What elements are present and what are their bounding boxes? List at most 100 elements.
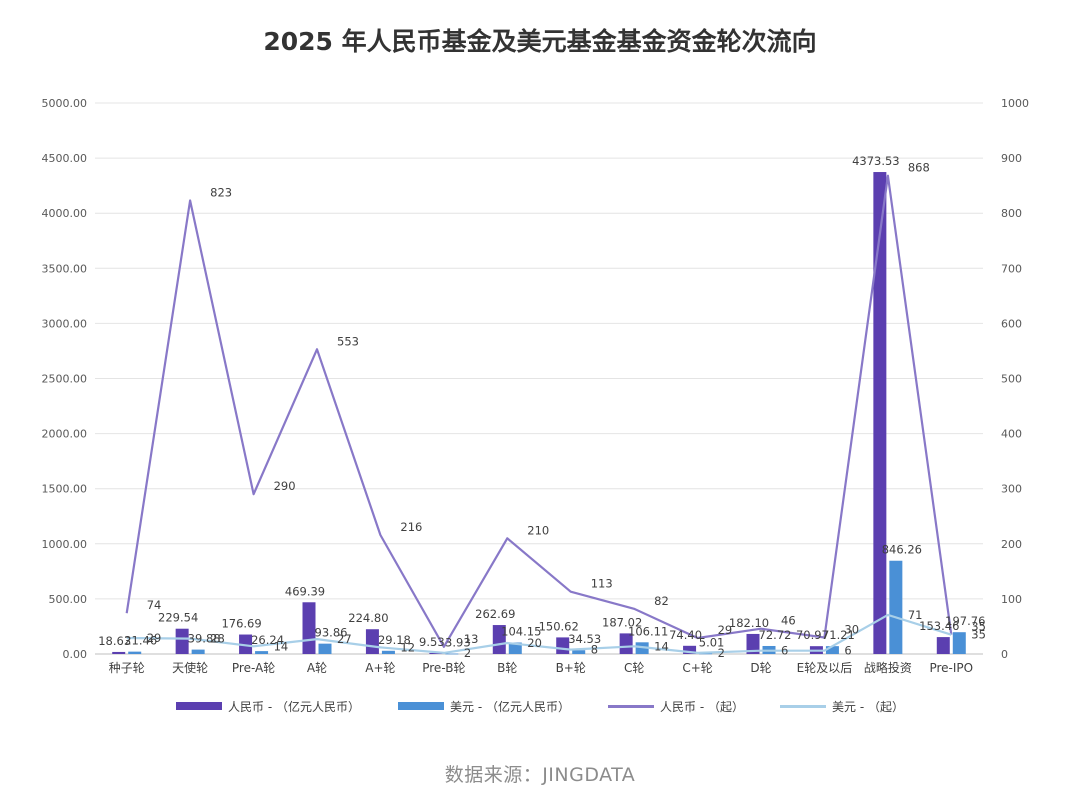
data-label-rmb-count: 13 [464,632,479,646]
bar-usd-amount [128,651,142,654]
y-right-tick-label: 700 [1001,262,1022,275]
chart-legend: 人民币 - （亿元人民币） 美元 - （亿元人民币） 人民币 - （起） 美元 … [0,696,1080,716]
data-label-usd-count: 6 [781,644,788,658]
data-label-rmb-amount: 262.69 [475,607,515,621]
data-label-usd-count: 6 [844,644,851,658]
bar-rmb-amount [746,633,760,654]
bar-usd-amount [445,653,459,655]
legend-label-usd-count: 美元 - （起） [832,699,904,714]
data-label-rmb-amount: 224.80 [348,611,388,625]
y-left-tick-label: 2500.00 [42,373,88,386]
y-left-tick-label: 1000.00 [42,538,88,551]
chart-plot-area: 0.00 500.00 1000.00 1500.00 2000.00 2500.00 30… [42,97,1030,675]
x-category-label: C轮 [624,661,644,675]
data-label-rmb-count: 30 [844,622,859,636]
bar-usd-amount [572,650,586,654]
bar-usd-amount [191,649,205,654]
data-label-usd-count: 14 [654,639,669,653]
bar-rmb-amount [619,633,633,654]
line-rmb-count [125,174,953,648]
y-right-tick-label: 0 [1001,648,1008,661]
legend-item-usd-count: 美元 - （起） [780,696,904,716]
data-label-rmb-amount: 187.02 [602,615,642,629]
y-left-tick-label: 3500.00 [42,262,88,275]
data-label-usd-amount: 21.46 [124,634,157,648]
legend-item-rmb-count: 人民币 - （起） [608,696,744,716]
chart-title: 2025 年人民币基金及美元基金基金资金轮次流向 [263,27,817,56]
data-label-usd-count: 35 [971,628,986,642]
y-right-tick-label: 900 [1001,152,1022,165]
data-label-usd-count: 29 [147,631,162,645]
data-label-usd-count: 20 [527,636,542,650]
data-label-usd-amount: 104.15 [501,625,541,639]
data-label-usd-amount: 197.76 [945,614,985,628]
y-left-tick-label: 500.00 [49,593,88,606]
data-label-rmb-amount: 182.10 [729,616,769,630]
legend-swatch-usd-count [780,704,826,708]
y-left-tick-label: 3000.00 [42,317,88,330]
y-right-tick-label: 100 [1001,593,1022,606]
legend-label-rmb-amount: 人民币 - （亿元人民币） [228,699,360,714]
x-category-label: 战略投资 [864,660,912,675]
y-right-tick-label: 400 [1001,428,1022,441]
data-label-usd-amount: 3.93 [445,636,471,650]
y-right-tick-label: 300 [1001,483,1022,496]
data-label-rmb-amount: 70.97 [796,628,829,642]
data-label-rmb-amount: 153.46 [919,619,959,633]
bar-usd-amount [255,651,269,654]
y-right-tick-label: 800 [1001,207,1022,220]
x-category-label: Pre-IPO [929,661,973,675]
x-category-label: 天使轮 [172,660,208,675]
data-label-usd-amount: 29.18 [378,633,411,647]
legend-item-rmb-amount: 人民币 - （亿元人民币） [176,696,360,716]
y-left-tick-label: 4500.00 [42,152,88,165]
data-label-rmb-amount: 469.39 [285,584,325,598]
y-left-tick-label: 2000.00 [42,428,88,441]
bar-usd-amount [699,653,713,655]
data-label-usd-count: 71 [908,608,923,622]
legend-swatch-usd-amount [398,702,444,710]
bar-usd-amount [318,643,332,654]
x-category-label: D轮 [750,661,771,675]
bar-rmb-amount [683,645,697,654]
data-label-usd-count: 27 [337,632,352,646]
legend-label-usd-amount: 美元 - （亿元人民币） [450,699,570,714]
y-left-tick-label: 0.00 [63,648,88,661]
data-label-rmb-count: 290 [274,479,296,493]
data-label-usd-amount: 5.01 [699,635,725,649]
x-category-label: 种子轮 [109,661,145,675]
legend-label-rmb-count: 人民币 - （起） [660,699,744,714]
bar-rmb-amount [936,637,950,654]
data-label-rmb-count: 553 [337,334,359,348]
data-label-rmb-count: 113 [591,577,613,591]
data-label-rmb-count: 29 [718,623,733,637]
bar-usd-amount [825,646,839,654]
data-label-usd-amount: 71.21 [822,628,855,642]
data-label-usd-count: 14 [274,639,289,653]
x-category-label: B+轮 [556,661,586,675]
y-left-tick-label: 5000.00 [42,97,88,110]
x-category-label: Pre-B轮 [422,661,465,675]
y-right-tick-label: 200 [1001,538,1022,551]
legend-swatch-rmb-count [608,704,654,708]
legend-item-usd-amount: 美元 - （亿元人民币） [398,696,570,716]
bar-rmb-amount [429,652,443,654]
y-right-tick-label: 500 [1001,373,1022,386]
bar-rmb-amount [112,651,126,654]
y-right-tick-label: 1000 [1001,97,1029,110]
data-label-rmb-count: 35 [971,620,986,634]
bar-rmb-amount [492,625,506,654]
data-label-rmb-amount: 229.54 [158,611,198,625]
x-category-label: C+轮 [682,661,712,675]
data-label-usd-amount: 72.72 [759,628,792,642]
data-label-rmb-count: 74 [147,598,162,612]
data-label-usd-amount: 34.53 [568,632,601,646]
bar-usd-amount [381,650,395,654]
data-label-usd-count: 8 [591,643,598,657]
bar-usd-amount [508,642,522,654]
data-label-rmb-count: 82 [654,594,669,608]
data-source-note: 数据来源：JINGDATA [444,764,636,786]
data-label-usd-amount: 39.88 [188,632,221,646]
data-label-usd-amount: 93.86 [315,626,348,640]
data-label-rmb-count: 868 [908,161,930,175]
